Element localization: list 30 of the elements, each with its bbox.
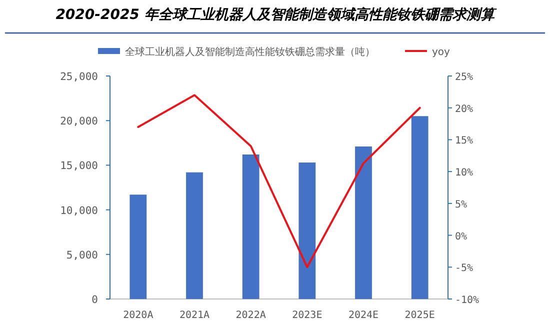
y2-tick-label: 15%: [455, 136, 474, 147]
y2-tick-label: 0%: [455, 231, 468, 242]
bar: [242, 154, 260, 299]
x-tick-label: 2024E: [348, 310, 379, 321]
x-tick-label: 2023E: [292, 310, 322, 321]
y2-tick-label: -10%: [455, 295, 480, 306]
legend-label: yoy: [432, 47, 450, 58]
legend-label: 全球工业机器人及智能制造高性能钕铁硼总需求量（吨）: [125, 46, 375, 58]
x-tick-label: 2020A: [123, 310, 154, 321]
y2-tick-label: 10%: [455, 168, 474, 179]
y-tick-label: 10,000: [60, 204, 98, 217]
bar: [186, 172, 203, 299]
bar: [411, 116, 428, 299]
y-tick-label: 15,000: [60, 160, 98, 172]
y2-tick-label: -5%: [455, 263, 474, 274]
y2-tick-label: 25%: [455, 72, 474, 83]
y-tick-label: 20,000: [60, 116, 98, 128]
line-series: [137, 94, 421, 268]
x-tick-label: 2022A: [236, 310, 266, 321]
y-tick-label: 25,000: [60, 71, 98, 83]
y-tick-label: 5,000: [66, 249, 98, 262]
chart-title: 2020-2025 年全球工业机器人及智能制造领域高性能钕铁硼需求测算: [56, 6, 498, 23]
y2-tick-label: 20%: [455, 104, 474, 115]
x-tick-label: 2025E: [404, 310, 435, 321]
bar: [298, 162, 316, 299]
bar: [130, 194, 147, 299]
bar: [355, 146, 372, 299]
x-tick-label: 2021A: [179, 310, 210, 321]
y2-tick-label: 5%: [455, 199, 468, 210]
y-tick-label: 0: [92, 294, 98, 306]
